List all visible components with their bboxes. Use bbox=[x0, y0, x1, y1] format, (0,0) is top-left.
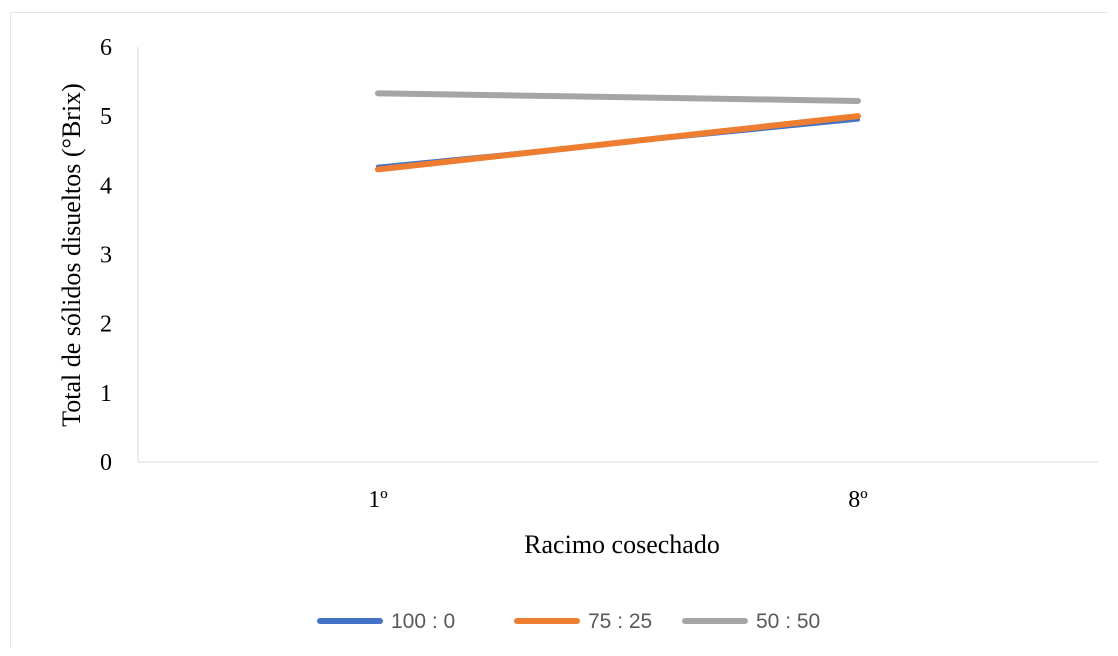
x-tick-label: 8º bbox=[848, 487, 868, 513]
y-axis-title: Total de sólidos disueltos (°Brix) bbox=[57, 83, 86, 427]
legend-label: 75 : 25 bbox=[588, 610, 652, 633]
series-layer bbox=[375, 90, 861, 173]
legend: 100 : 0 75 : 25 50 : 50 bbox=[317, 610, 820, 633]
y-tick-label: 1 bbox=[100, 381, 112, 407]
y-tick-label: 4 bbox=[100, 173, 112, 199]
y-tick-label: 5 bbox=[100, 104, 112, 130]
y-tick-label: 3 bbox=[100, 243, 112, 269]
y-tick-label: 0 bbox=[100, 450, 112, 476]
series-line bbox=[375, 90, 861, 104]
x-axis-title: Racimo cosechado bbox=[524, 530, 720, 559]
chart-frame bbox=[10, 12, 1108, 648]
series-line bbox=[375, 113, 861, 173]
x-axis: 1º 8º bbox=[138, 461, 1098, 513]
x-tick-label: 1º bbox=[368, 487, 388, 513]
legend-label: 100 : 0 bbox=[391, 610, 455, 633]
y-axis: 0 1 2 3 4 5 6 bbox=[100, 35, 139, 476]
y-tick-label: 6 bbox=[100, 35, 112, 61]
legend-label: 50 : 50 bbox=[756, 610, 820, 633]
y-tick-label: 2 bbox=[100, 312, 112, 338]
